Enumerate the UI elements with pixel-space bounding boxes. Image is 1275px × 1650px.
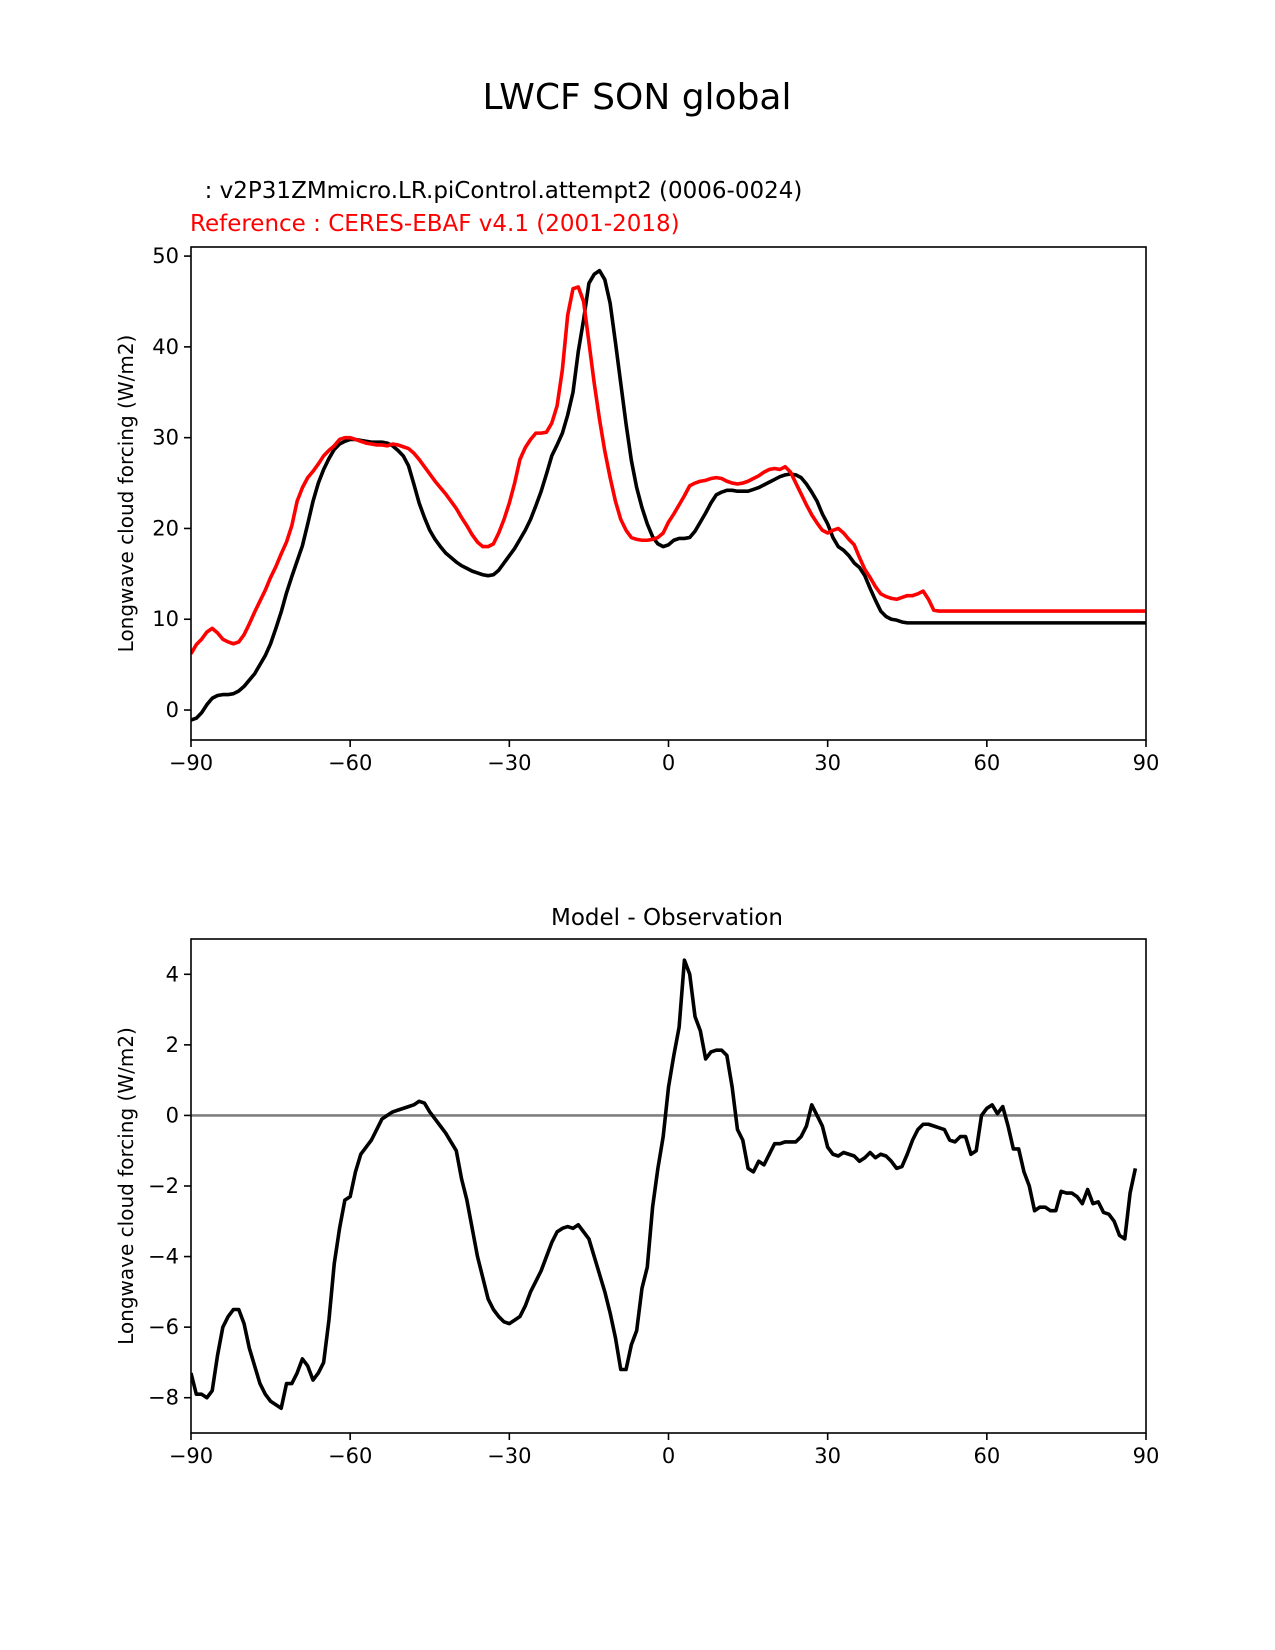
x-tick-label: 0 [662,751,675,775]
y-tick-label: 10 [152,607,179,631]
series-line-model [191,268,1146,722]
y-tick-label: 0 [166,1103,179,1127]
series-group [191,268,1146,722]
x-tick-label: 90 [1133,1444,1160,1468]
y-axis-label: Longwave cloud forcing (W/m2) [114,1027,138,1345]
x-tick-label: 90 [1133,751,1160,775]
x-tick-label: −30 [487,751,531,775]
x-tick-label: −90 [169,1444,213,1468]
y-tick-label: 20 [152,516,179,540]
series-line-reference [191,285,1146,655]
series-line-model-observation [191,958,1138,1411]
x-tick-label: 0 [662,1444,675,1468]
y-tick-label: −4 [148,1245,179,1269]
model-label: : v2P31ZMmicro.LR.piControl.attempt2 (00… [190,178,802,204]
x-tick-label: −30 [487,1444,531,1468]
y-tick-label: 2 [166,1033,179,1057]
x-tick-label: 60 [973,751,1000,775]
y-tick-label: −6 [148,1315,179,1339]
y-tick-label: 30 [152,426,179,450]
x-tick-label: −60 [328,751,372,775]
y-tick-label: 0 [166,698,179,722]
x-tick-label: −60 [328,1444,372,1468]
y-tick-label: −2 [148,1174,179,1198]
bottom-title: Model - Observation [551,905,783,931]
x-tick-label: 30 [814,1444,841,1468]
y-tick-label: 40 [152,335,179,359]
axes-frame [190,938,1147,1434]
axes-frame [190,246,1147,741]
x-tick-label: 60 [973,1444,1000,1468]
top-panel: −90 −60 −30 0 30 60 90 0 10 20 30 40 50 Longwave clou… [114,244,1159,775]
reference-label: Reference : CERES-EBAF v4.1 (2001-2018) [190,211,680,237]
x-tick-label: 30 [814,751,841,775]
series-group [191,958,1138,1411]
figure-title: LWCF SON global [483,77,792,118]
y-tick-label: 50 [152,244,179,268]
y-tick-label: −8 [148,1386,179,1410]
x-tick-label: −90 [169,751,213,775]
y-axis-label: Longwave cloud forcing (W/m2) [114,335,138,653]
bottom-panel: −90 −60 −30 0 30 60 90 −8 −6 −4 −2 0 2 4 Longwave clou… [114,938,1160,1468]
y-tick-label: 4 [166,962,179,986]
